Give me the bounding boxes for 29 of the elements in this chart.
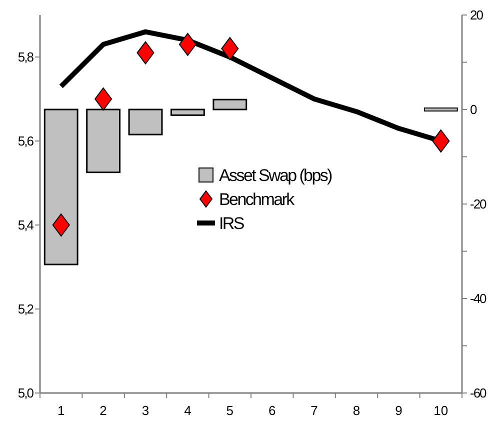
y-tick-label: 5,6: [18, 134, 34, 149]
point: [94, 88, 112, 110]
y2-tick-label: 0: [470, 102, 477, 118]
y2-tick-label: 20: [470, 8, 484, 23]
x-tick-label: 4: [184, 403, 192, 418]
y-tick-label: 5,0: [18, 386, 34, 401]
x-tick-label: 9: [395, 403, 402, 418]
point: [178, 32, 196, 56]
x-tick-label: 6: [268, 403, 276, 418]
y-tick-label: 5,8: [18, 50, 34, 65]
y2-tick-label: -40: [470, 291, 487, 306]
y2-tick-label: -60: [470, 386, 487, 401]
y-tick-label: 5,2: [18, 302, 34, 317]
point: [432, 130, 450, 152]
legend-label: Asset Swap (bps): [219, 166, 332, 185]
x-tick-label: 8: [352, 403, 360, 418]
legend-label: IRS: [219, 214, 244, 233]
y2-tick-label: -20: [470, 196, 487, 212]
x-tick-label: 1: [57, 403, 65, 418]
y-tick-label: 5,4: [18, 218, 34, 233]
x-tick-label: 10: [434, 403, 448, 418]
point: [136, 41, 154, 64]
legend-label: Benchmark: [219, 190, 296, 209]
x-tick-label: 3: [142, 403, 150, 418]
x-tick-label: 2: [100, 403, 107, 418]
x-tick-label: 7: [310, 403, 318, 418]
point: [221, 37, 239, 60]
point: [52, 214, 70, 236]
x-tick-label: 5: [226, 403, 234, 418]
